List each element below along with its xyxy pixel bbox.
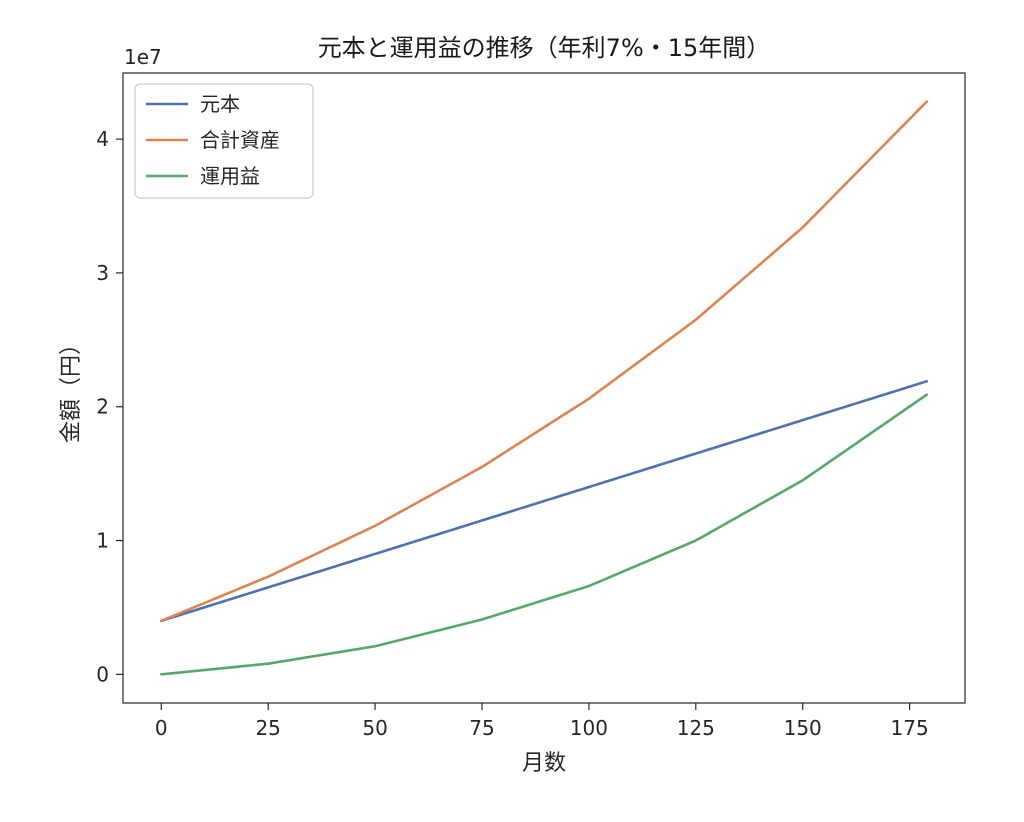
x-tick-label: 175 <box>891 716 929 740</box>
x-tick-label: 75 <box>469 716 494 740</box>
plot-lines <box>159 100 929 676</box>
legend-label: 合計資産 <box>200 128 280 152</box>
legend-label: 運用益 <box>200 164 260 188</box>
legend-box <box>134 83 314 199</box>
x-axis-title: 月数 <box>522 751 566 776</box>
y-tick-label: 2 <box>96 395 109 419</box>
y-tick-label: 3 <box>96 261 109 285</box>
series-line-1 <box>159 380 929 623</box>
x-tick-label: 125 <box>677 716 715 740</box>
x-tick-label: 25 <box>255 716 280 740</box>
x-tick-label: 50 <box>362 716 387 740</box>
x-tick-label: 100 <box>570 716 608 740</box>
x-tick-label: 150 <box>784 716 822 740</box>
y-tick-label: 4 <box>96 127 109 151</box>
chart-title: 元本と運用益の推移（年利7%・15年間） <box>318 34 771 62</box>
plot-frame <box>122 72 966 704</box>
series-line-3 <box>159 393 929 676</box>
series-line-2 <box>159 100 929 623</box>
x-tick-label: 0 <box>155 716 168 740</box>
y-tick-label: 0 <box>96 662 109 686</box>
y-axis-title: 金額（円） <box>59 333 84 443</box>
x-axis-ticks: 0 25 50 75 100 125 150 175 <box>155 703 929 740</box>
legend-label: 元本 <box>200 92 240 116</box>
y-tick-label: 1 <box>96 529 109 553</box>
y-axis-ticks: 0 1 2 3 4 <box>96 127 123 686</box>
y-offset-label: 1e7 <box>124 45 162 69</box>
